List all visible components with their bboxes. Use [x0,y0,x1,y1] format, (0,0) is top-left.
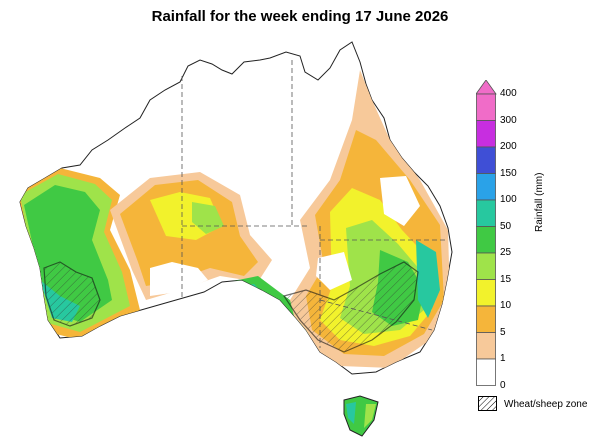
legend-tick-label: 200 [500,141,517,152]
legend-band [476,173,496,201]
legend-tick-label: 5 [500,326,506,338]
legend-band [476,199,496,227]
legend-band [476,120,496,148]
legend-tick-label: 150 [500,167,517,179]
tasmania-west-heavy [346,402,356,424]
state-borders [181,60,446,348]
wheat-sheep-zone-swatch [478,396,497,411]
legend-band [476,93,496,121]
legend-band [476,252,496,280]
wheat-sheep-zone [43,261,419,353]
rain-region-east-coast-peak [416,240,440,318]
legend-tick-label: 400 [500,88,517,99]
legend-tick-label: 50 [500,220,512,232]
map-title: Rainfall for the week ending 17 June 202… [151,8,449,25]
wheat-sheep-zone-label: Wheat/sheep zone [504,399,588,410]
rain-region-qld-dry [380,176,420,226]
legend-band [476,305,496,333]
legend-axis-label: Rainfall (mm) [534,172,545,232]
rain-region-interior-dry [316,252,352,290]
legend-band [476,358,496,386]
tasmania-east-light [364,404,376,428]
legend-tick-label: 25 [500,247,512,258]
legend-band [476,226,496,254]
legend-band [476,146,496,174]
legend-cap [476,80,497,95]
legend-band [476,332,496,360]
rainfall-legend-bar [476,80,497,386]
rain-region-central-dry [150,262,208,296]
legend-tick-label: 0 [500,379,506,391]
legend-tick-label: 300 [500,114,517,126]
legend-tick-label: 10 [500,300,512,311]
legend-tick-label: 100 [500,194,517,205]
legend-band [476,279,496,307]
legend-tick-label: 15 [500,273,512,285]
legend-tick-label: 1 [500,353,506,364]
